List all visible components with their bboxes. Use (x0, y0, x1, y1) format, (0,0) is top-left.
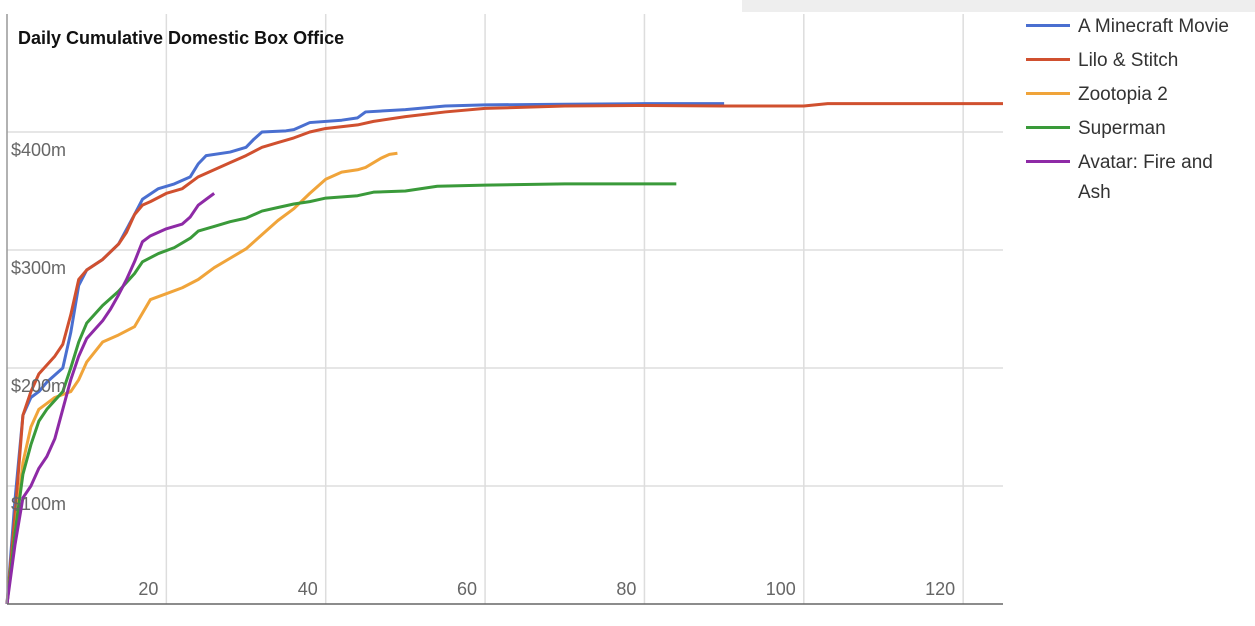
top-strip (742, 0, 1255, 12)
series-line (5, 102, 1003, 605)
series-line (5, 102, 725, 605)
series-line (5, 192, 216, 605)
y-tick-label: $300m (11, 258, 66, 278)
x-tick-label: 100 (766, 579, 796, 599)
legend-swatch (1026, 160, 1070, 163)
legend-label: Superman (1078, 118, 1166, 139)
legend-label: Lilo & Stitch (1078, 50, 1179, 71)
legend-label: Avatar: Fire and Ash (1078, 152, 1213, 203)
y-tick-label: $100m (11, 494, 66, 514)
series-line (5, 151, 398, 605)
legend-label: Zootopia 2 (1078, 84, 1168, 105)
x-tick-label: 120 (925, 579, 955, 599)
legend-swatch (1026, 92, 1070, 95)
legend-swatch (1026, 126, 1070, 129)
legend-swatch (1026, 24, 1070, 27)
legend-item: Superman (1026, 114, 1246, 144)
y-tick-label: $200m (11, 376, 66, 396)
legend-item: A Minecraft Movie (1026, 12, 1246, 42)
x-tick-label: 60 (457, 579, 477, 599)
legend-swatch (1026, 58, 1070, 61)
x-tick-label: 40 (298, 579, 318, 599)
legend-item: Avatar: Fire and Ash (1026, 148, 1246, 208)
legend-item: Zootopia 2 (1026, 80, 1246, 110)
x-tick-label: 80 (616, 579, 636, 599)
series-line (5, 182, 677, 605)
legend-label: A Minecraft Movie (1078, 16, 1229, 37)
chart-title: Daily Cumulative Domestic Box Office (18, 28, 344, 48)
legend-item: Lilo & Stitch (1026, 46, 1246, 76)
y-tick-label: $400m (11, 140, 66, 160)
legend: A Minecraft Movie Lilo & Stitch Zootopia 2… (1026, 12, 1246, 212)
x-tick-label: 20 (138, 579, 158, 599)
